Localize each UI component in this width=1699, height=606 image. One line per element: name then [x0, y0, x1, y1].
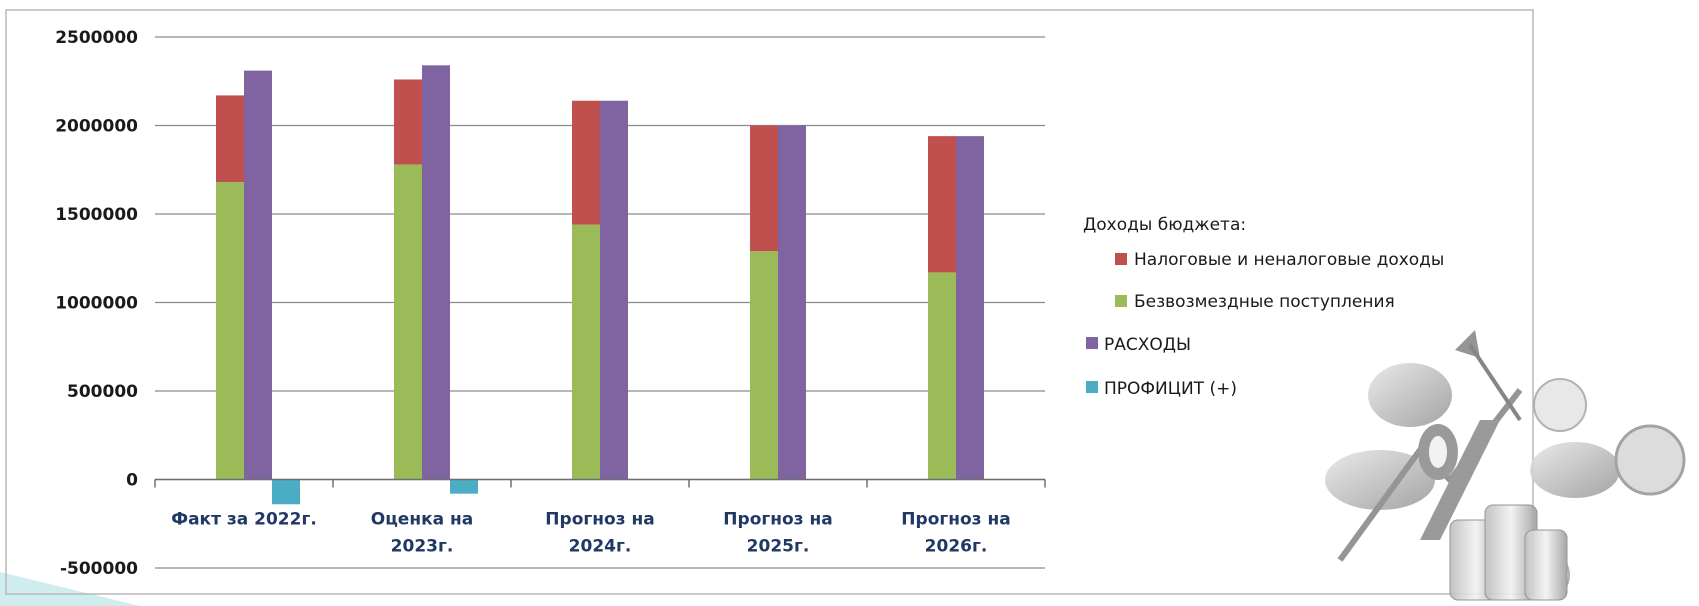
- bar-tax-income: [216, 95, 244, 183]
- bar-grants: [928, 272, 956, 480]
- y-axis: 2500000 2000000 1500000 1000000 500000 0 -5000…: [55, 28, 138, 579]
- bar-tax-income: [750, 125, 778, 252]
- coin-badge-icon: [1614, 424, 1686, 496]
- percent-sign-decoration: [1418, 420, 1500, 540]
- coin-stack-icon: [1524, 529, 1568, 601]
- y-tick-label: 1500000: [55, 205, 138, 225]
- bar-surplus: [450, 479, 478, 494]
- y-tick-label: -500000: [60, 559, 138, 579]
- bar-grants: [750, 251, 778, 480]
- chart-frame: [5, 9, 1534, 595]
- bar-expenses: [244, 70, 272, 480]
- legend-label-surplus: ПРОФИЦИТ (+): [1104, 379, 1237, 399]
- legend-swatch-expenses: [1086, 337, 1098, 349]
- y-tick-label: 2000000: [55, 117, 138, 137]
- cloud-shape: [1530, 442, 1620, 498]
- y-tick-label: 2500000: [55, 28, 138, 48]
- y-tick-label: 1000000: [55, 294, 138, 314]
- bars: [216, 65, 984, 505]
- x-category-label: Факт за 2022г.: [171, 510, 317, 530]
- finance-illustration-decoration: [1325, 330, 1686, 601]
- arrow-shaft-icon: [1468, 343, 1522, 422]
- bar-grants: [216, 182, 244, 480]
- x-axis: Факт за 2022г. Оценка на 2023г. Прогноз на 2…: [154, 478, 1046, 557]
- bar-expenses: [778, 125, 806, 480]
- bar-expenses: [600, 100, 628, 480]
- legend: Доходы бюджета: Налоговые и неналоговые …: [1083, 215, 1444, 399]
- cloud-shape: [1368, 363, 1452, 427]
- x-category-label: Прогноз на 2025г.: [723, 510, 832, 557]
- y-tick-label: 500000: [67, 382, 138, 402]
- x-category-label: Оценка на 2023г.: [371, 510, 473, 557]
- legend-heading: Доходы бюджета:: [1083, 215, 1246, 235]
- legend-swatch-surplus: [1086, 381, 1098, 393]
- legend-swatch-tax-income: [1115, 253, 1127, 265]
- bar-tax-income: [928, 136, 956, 273]
- bar-expenses: [422, 65, 450, 480]
- legend-label-tax-income: Налоговые и неналоговые доходы: [1134, 250, 1444, 270]
- bar-expenses: [956, 136, 984, 480]
- legend-label-grants: Безвозмездные поступления: [1134, 292, 1395, 312]
- legend-label-expenses: РАСХОДЫ: [1104, 335, 1191, 355]
- decorative-corner-wedge: [0, 572, 140, 606]
- bar-grants: [572, 224, 600, 480]
- legend-swatch-grants: [1115, 295, 1127, 307]
- x-category-label: Прогноз на 2024г.: [545, 510, 654, 557]
- y-tick-label: 0: [126, 471, 138, 491]
- bar-surplus: [272, 479, 300, 505]
- x-category-label: Прогноз на 2026г.: [901, 510, 1010, 557]
- bar-grants: [394, 164, 422, 480]
- bar-tax-income: [394, 79, 422, 165]
- coin-badge-icon: [1533, 378, 1587, 432]
- bar-tax-income: [572, 100, 600, 225]
